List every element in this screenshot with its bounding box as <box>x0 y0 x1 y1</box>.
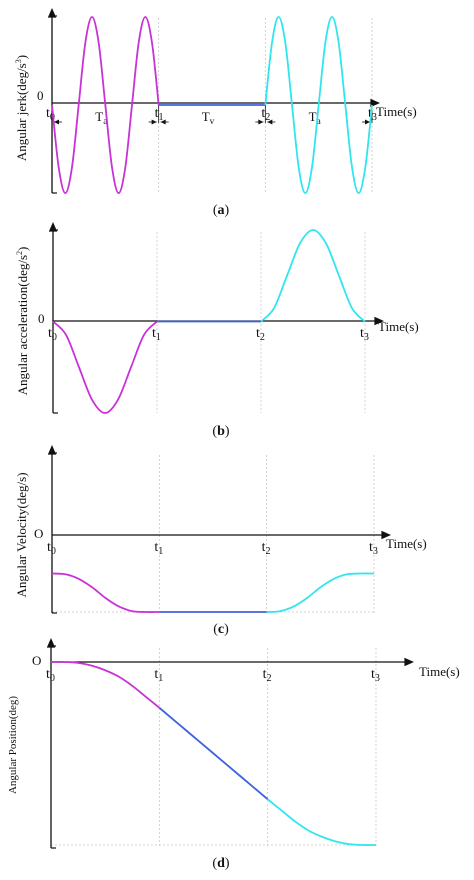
y-axis-arrow <box>46 638 56 648</box>
x-axis-label: Time(s) <box>378 319 419 334</box>
tick-label-t2: t2 <box>256 326 265 343</box>
y-axis-label: Angular Position(deg) <box>7 696 19 794</box>
y-axis-label: Angular Velocity(deg/s) <box>14 472 29 597</box>
series-line-accel <box>52 320 158 414</box>
tick-label-t3: t3 <box>368 106 377 123</box>
tick-label-t3: t3 <box>371 667 380 684</box>
series-line-accel <box>51 16 160 194</box>
interval-label-1: Tv <box>202 109 215 127</box>
panel-label: (d) <box>212 856 229 871</box>
series-line-decel <box>267 798 377 846</box>
chart-panel-c: O Time(s) Angular Velocity(deg/s) t0 t1 t2 t3 (… <box>14 445 427 637</box>
y-axis-arrow <box>48 222 58 232</box>
interval-arrowhead-right <box>365 119 370 125</box>
chart-panel-b: 0 Time(s) Angular acceleration(deg/s2) t0 t1… <box>15 222 419 439</box>
tick-label-t0: t0 <box>46 667 55 684</box>
tick-label-t1: t1 <box>152 326 161 343</box>
origin-label: 0 <box>37 88 44 103</box>
interval-arrowhead-left <box>160 119 166 125</box>
origin-label: O <box>34 526 43 541</box>
series-line-decel <box>260 229 366 323</box>
series-line-decel <box>266 572 375 613</box>
x-axis-label: Time(s) <box>419 664 460 679</box>
x-axis-arrow <box>374 316 384 326</box>
x-axis-label: Time(s) <box>386 536 427 551</box>
panel-label: (c) <box>213 622 229 637</box>
y-axis-arrow <box>47 8 57 18</box>
y-axis-arrow <box>47 445 57 455</box>
tick-label-t3: t3 <box>369 540 378 557</box>
tick-label-t1: t1 <box>155 106 164 123</box>
x-axis-arrow <box>404 657 414 667</box>
series-line-decel <box>264 16 373 194</box>
interval-arrowhead-left <box>54 119 59 125</box>
series-line-accel <box>51 572 160 613</box>
tick-label-t0: t0 <box>47 540 56 557</box>
tick-label-t0: t0 <box>48 326 57 343</box>
tick-label-t1: t1 <box>154 540 163 557</box>
chart-panel-d: O Time(s) Angular Position(deg) t0 t1 t2 t3 (d) <box>7 638 460 871</box>
interval-label-2: Ta <box>309 109 322 127</box>
tick-label-t1: t1 <box>154 667 163 684</box>
tick-label-t2: t2 <box>262 540 271 557</box>
x-axis-label: Time(s) <box>376 104 417 119</box>
interval-arrowhead-right <box>151 119 157 125</box>
origin-label: 0 <box>38 311 45 326</box>
origin-label: O <box>32 653 41 668</box>
panel-label: (b) <box>212 424 229 439</box>
tick-label-t2: t2 <box>263 667 272 684</box>
interval-arrowhead-right <box>258 119 264 125</box>
series-line-const <box>158 707 269 800</box>
tick-label-t3: t3 <box>360 326 369 343</box>
interval-label-0: Ta <box>95 109 108 127</box>
tick-label-t2: t2 <box>261 106 270 123</box>
series-line-accel <box>50 661 160 709</box>
x-axis-arrow <box>381 530 391 540</box>
y-axis-label: Angular jerk(deg/s3) <box>14 55 29 161</box>
interval-arrowhead-left <box>267 119 273 125</box>
panel-label: (a) <box>213 203 230 218</box>
y-axis-label: Angular acceleration(deg/s2) <box>15 247 30 396</box>
